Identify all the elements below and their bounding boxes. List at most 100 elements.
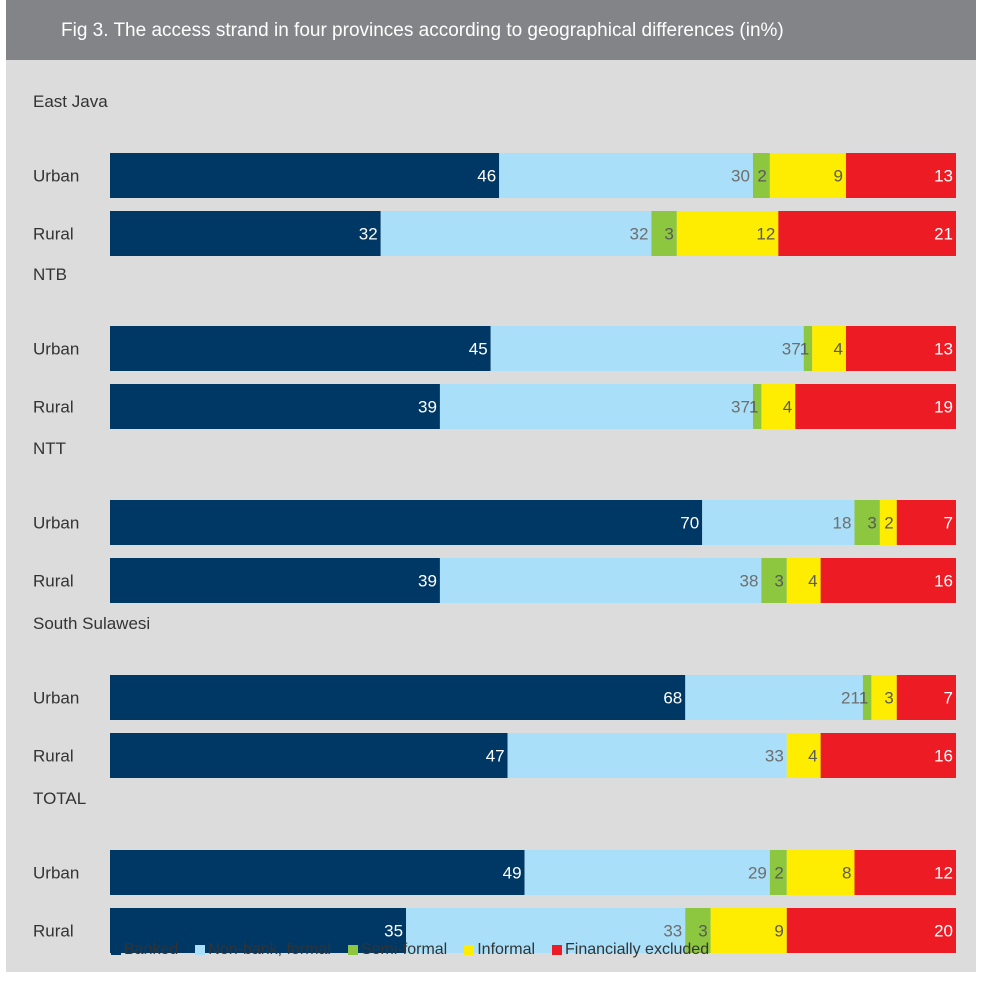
bar-segment [812, 326, 847, 371]
data-label: 4 [808, 747, 817, 766]
legend-label: Informal [477, 941, 536, 958]
row-label: Rural [33, 747, 74, 766]
row-label: Urban [33, 864, 79, 883]
bar-segment [507, 733, 787, 778]
data-label: 9 [834, 167, 843, 186]
legend-swatch [195, 945, 206, 955]
data-label: 3 [664, 225, 673, 244]
data-label: 1 [859, 689, 868, 708]
legend-label: Semi-formal [360, 941, 448, 958]
bar-segment [110, 153, 500, 198]
bar-segment [761, 384, 796, 429]
data-label: 3 [698, 922, 707, 941]
bar-segment [820, 558, 956, 603]
bar-segment [110, 500, 703, 545]
data-label: 3 [867, 514, 876, 533]
data-label: 9 [774, 922, 783, 941]
bar-segment [795, 384, 956, 429]
bar-segment [769, 850, 787, 895]
data-label: 49 [503, 864, 522, 883]
legend-label: Financially excluded [565, 941, 710, 958]
data-label: 1 [749, 398, 758, 417]
data-label: 13 [934, 167, 953, 186]
legend-item: Banked [111, 941, 178, 959]
bar-segment [685, 908, 711, 953]
data-label: 21 [841, 689, 860, 708]
row-label: Urban [33, 689, 79, 708]
data-label: 3 [774, 572, 783, 591]
data-label: 32 [359, 225, 378, 244]
bar-segment [854, 850, 956, 895]
data-label: 20 [934, 922, 953, 941]
data-label: 35 [384, 922, 403, 941]
bar-segment [761, 558, 787, 603]
chart-title: Fig 3. The access strand in four provinc… [61, 20, 784, 41]
data-label: 7 [944, 689, 953, 708]
bar-segment [846, 153, 956, 198]
legend-label: Banked [124, 941, 179, 958]
bar-segment [879, 500, 897, 545]
bar-segment [803, 326, 813, 371]
data-label: 12 [934, 864, 953, 883]
bar-segment [110, 850, 525, 895]
data-label: 45 [469, 340, 488, 359]
row-label: Urban [33, 514, 79, 533]
legend-swatch [111, 945, 121, 955]
bar-segment [786, 850, 855, 895]
group-label: East Java [33, 92, 108, 111]
data-label: 2 [884, 514, 893, 533]
bar-segment [380, 211, 652, 256]
bar-segment [110, 675, 686, 720]
data-label: 39 [418, 572, 437, 591]
bar-segment [846, 326, 956, 371]
data-label: 18 [833, 514, 852, 533]
data-label: 29 [748, 864, 767, 883]
legend-item: Informal [464, 941, 535, 959]
row-label: Rural [33, 922, 74, 941]
bar-segment [752, 153, 770, 198]
bar-segment [110, 326, 491, 371]
bar-segment [439, 384, 753, 429]
bar-segment [896, 675, 956, 720]
data-label: 46 [477, 167, 496, 186]
bar-segment [786, 733, 821, 778]
data-label: 16 [934, 572, 953, 591]
row-label: Rural [33, 572, 74, 591]
data-label: 38 [739, 572, 758, 591]
data-label: 4 [808, 572, 817, 591]
bar-segment [786, 558, 821, 603]
data-label: 4 [783, 398, 792, 417]
bar-segment [685, 675, 863, 720]
bar-segment [110, 384, 440, 429]
bar-segment [871, 675, 897, 720]
data-label: 2 [774, 864, 783, 883]
bar-segment [702, 500, 855, 545]
data-label: 4 [834, 340, 843, 359]
data-label: 7 [944, 514, 953, 533]
data-label: 13 [934, 340, 953, 359]
data-label: 70 [680, 514, 699, 533]
group-label: NTB [33, 265, 67, 284]
legend-swatch [552, 945, 563, 955]
bar-segment [651, 211, 677, 256]
data-label: 1 [800, 340, 809, 359]
row-label: Urban [33, 340, 79, 359]
data-label: 21 [934, 225, 953, 244]
data-label: 12 [756, 225, 775, 244]
group-label: South Sulawesi [33, 614, 150, 633]
data-label: 30 [731, 167, 750, 186]
bar-segment [710, 908, 787, 953]
legend-swatch [464, 945, 475, 955]
data-label: 32 [630, 225, 649, 244]
data-label: 33 [663, 922, 682, 941]
bar-segment [786, 908, 956, 953]
bar-segment [854, 500, 880, 545]
data-label: 16 [934, 747, 953, 766]
row-label: Rural [33, 398, 74, 417]
group-label: NTT [33, 439, 66, 458]
bar-segment [896, 500, 956, 545]
bar-segment [862, 675, 872, 720]
data-label: 33 [765, 747, 784, 766]
data-label: 39 [418, 398, 437, 417]
